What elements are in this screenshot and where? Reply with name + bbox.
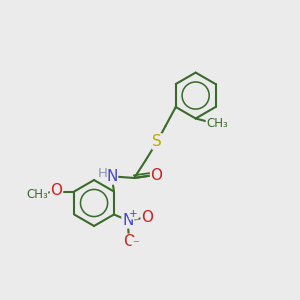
Text: CH₃: CH₃ xyxy=(206,117,228,130)
Text: N: N xyxy=(122,213,134,228)
Text: H: H xyxy=(98,167,107,180)
Text: S: S xyxy=(152,134,162,149)
Text: O: O xyxy=(123,234,135,249)
Text: +: + xyxy=(129,209,138,219)
Text: O: O xyxy=(141,210,153,225)
Text: O: O xyxy=(50,183,62,198)
Text: ⁻: ⁻ xyxy=(132,238,139,251)
Text: CH₃: CH₃ xyxy=(26,188,48,201)
Text: N: N xyxy=(106,169,118,184)
Text: O: O xyxy=(151,167,163,182)
